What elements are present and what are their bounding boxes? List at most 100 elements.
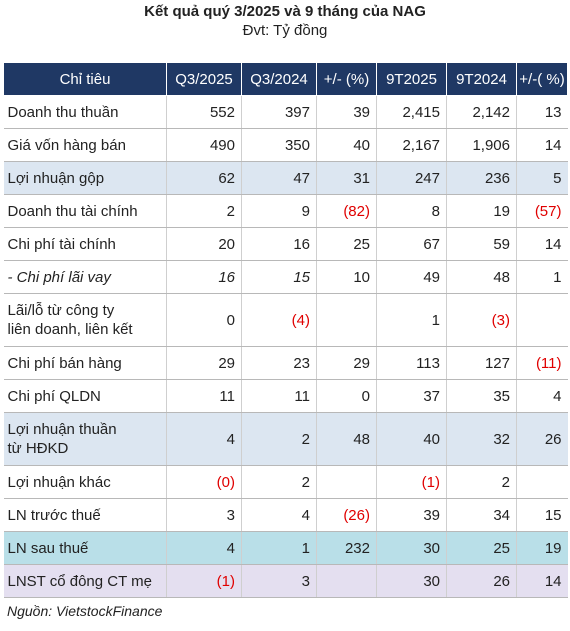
cell-q3-2025: 4 [166,531,242,565]
cell-9m-change: (57) [516,194,568,228]
cell-q3-2024: 9 [241,194,317,228]
cell-q3-change: 39 [316,95,377,129]
cell-q3-change: 25 [316,227,377,261]
cell-q3-change [316,465,377,499]
cell-q3-change: (82) [316,194,377,228]
cell-q3-2024: (4) [241,293,317,347]
table-row: Lãi/lỗ từ công ty liên doanh, liên kết 0 … [3,293,568,347]
row-label: Lợi nhuận gộp [3,161,167,195]
row-label: Chi phí bán hàng [3,346,167,380]
table-row: Lợi nhuận gộp 62 47 31 247 236 5 [3,161,568,195]
row-label: Chi phí QLDN [3,379,167,413]
cell-q3-2025: 20 [166,227,242,261]
cell-9m-2025: 39 [376,498,447,532]
cell-9m-2025: 113 [376,346,447,380]
row-label: Doanh thu tài chính [3,194,167,228]
cell-q3-2024: 350 [241,128,317,162]
row-label-line: từ HĐKD [7,440,69,457]
cell-9m-2024: 236 [446,161,517,195]
column-header-indicator: Chỉ tiêu [3,62,167,96]
table-title: Kết quả quý 3/2025 và 9 tháng của NAG [144,3,426,20]
cell-q3-2024: 11 [241,379,317,413]
cell-9m-2025: (1) [376,465,447,499]
cell-q3-2025: 3 [166,498,242,532]
cell-q3-2025: 11 [166,379,242,413]
cell-9m-2025: 247 [376,161,447,195]
cell-q3-change: 10 [316,260,377,294]
cell-9m-2024: 48 [446,260,517,294]
cell-9m-change [516,465,568,499]
cell-q3-2024: 47 [241,161,317,195]
cell-q3-change: 29 [316,346,377,380]
cell-9m-2024: 1,906 [446,128,517,162]
cell-q3-2025: 2 [166,194,242,228]
cell-9m-change: 26 [516,412,568,466]
row-label: LN sau thuế [3,531,167,565]
column-header-9m-2024: 9T2024 [446,62,517,96]
cell-q3-2024: 15 [241,260,317,294]
cell-9m-2025: 1 [376,293,447,347]
table-row: Doanh thu thuần 552 397 39 2,415 2,142 1… [3,95,568,129]
cell-9m-2024: 127 [446,346,517,380]
cell-q3-change: 0 [316,379,377,413]
cell-9m-change: 5 [516,161,568,195]
table-row: Lợi nhuận khác (0) 2 (1) 2 [3,465,568,499]
row-label: Giá vốn hàng bán [3,128,167,162]
row-label: Chi phí tài chính [3,227,167,261]
cell-q3-change: (26) [316,498,377,532]
table-row: Giá vốn hàng bán 490 350 40 2,167 1,906 … [3,128,568,162]
column-header-q3-2024: Q3/2024 [241,62,317,96]
cell-9m-2025: 2,415 [376,95,447,129]
cell-9m-change: 14 [516,227,568,261]
cell-q3-change [316,564,377,598]
row-label: Lợi nhuận khác [3,465,167,499]
table-row: LNST cổ đông CT mẹ (1) 3 30 26 14 [3,564,568,598]
cell-q3-2025: (1) [166,564,242,598]
table-row: Chi phí QLDN 11 11 0 37 35 4 [3,379,568,413]
cell-9m-change: 14 [516,128,568,162]
cell-9m-2025: 37 [376,379,447,413]
cell-q3-2024: 2 [241,465,317,499]
cell-9m-2024: 59 [446,227,517,261]
cell-9m-2025: 49 [376,260,447,294]
cell-9m-change: 1 [516,260,568,294]
row-label-line: Lợi nhuận thuần [7,421,117,438]
cell-q3-2025: 29 [166,346,242,380]
row-label: LNST cổ đông CT mẹ [3,564,167,598]
cell-9m-change: 15 [516,498,568,532]
cell-q3-change: 48 [316,412,377,466]
financial-results-table: Chỉ tiêu Q3/2025 Q3/2024 +/- (%) 9T2025 … [3,62,568,598]
cell-q3-2024: 397 [241,95,317,129]
row-label: Lợi nhuận thuần từ HĐKD [3,412,167,466]
table-row: LN sau thuế 4 1 232 30 25 19 [3,531,568,565]
cell-9m-2024: 35 [446,379,517,413]
cell-9m-2025: 2,167 [376,128,447,162]
header-row: Chỉ tiêu Q3/2025 Q3/2024 +/- (%) 9T2025 … [3,62,568,96]
cell-q3-2024: 3 [241,564,317,598]
cell-q3-change: 40 [316,128,377,162]
cell-q3-2025: 4 [166,412,242,466]
cell-q3-2025: 0 [166,293,242,347]
cell-q3-2025: 552 [166,95,242,129]
cell-9m-2025: 30 [376,531,447,565]
table-row: Chi phí tài chính 20 16 25 67 59 14 [3,227,568,261]
cell-9m-2024: 19 [446,194,517,228]
cell-9m-2024: 34 [446,498,517,532]
row-label: LN trước thuế [3,498,167,532]
cell-9m-change: 19 [516,531,568,565]
cell-9m-2024: 2 [446,465,517,499]
cell-q3-change: 31 [316,161,377,195]
cell-q3-change: 232 [316,531,377,565]
cell-q3-2024: 2 [241,412,317,466]
row-label: - Chi phí lãi vay [3,260,167,294]
cell-9m-change: 13 [516,95,568,129]
cell-9m-change [516,293,568,347]
source-note: Nguồn: VietstockFinance [7,603,163,619]
cell-q3-change [316,293,377,347]
cell-9m-2025: 40 [376,412,447,466]
cell-9m-change: 14 [516,564,568,598]
cell-q3-2024: 23 [241,346,317,380]
row-label: Lãi/lỗ từ công ty liên doanh, liên kết [3,293,167,347]
cell-9m-2024: 25 [446,531,517,565]
cell-9m-2024: 32 [446,412,517,466]
